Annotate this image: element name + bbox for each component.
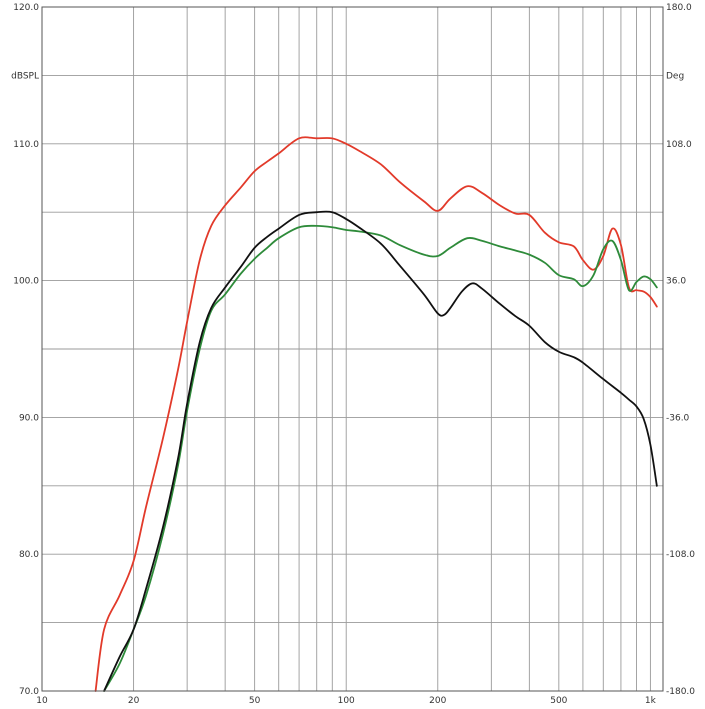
plot-border	[41, 6, 664, 692]
y-tick-label: 110.0	[13, 140, 39, 150]
y-tick-label: 100.0	[13, 277, 39, 287]
y-tick-label: 90.0	[19, 413, 39, 423]
x-tick-label: 50	[249, 696, 261, 706]
y2-tick-label: -108.0	[666, 550, 695, 560]
x-tick-label: 20	[128, 696, 140, 706]
y-axis-unit-label: dBSPL	[11, 71, 39, 81]
series-line-1	[94, 136, 658, 692]
y-tick-label: 70.0	[19, 687, 39, 697]
y-tick-label: 120.0	[13, 3, 39, 13]
x-tick-label: 500	[550, 696, 567, 706]
tick-labels: 70.0 80.0 90.0 100.0 110.0 120.0 -180.0 -108.0 -…	[11, 3, 695, 706]
y2-tick-label: 180.0	[666, 3, 692, 13]
series-line-3	[103, 210, 658, 692]
plot-frame	[41, 6, 664, 692]
y2-tick-label: 36.0	[666, 277, 686, 287]
y-tick-label: 80.0	[19, 550, 39, 560]
x-tick-label: 1k	[645, 696, 657, 706]
y2-axis-unit-label: Deg	[666, 71, 684, 81]
y2-tick-label: 108.0	[666, 140, 692, 150]
y2-tick-label: -180.0	[666, 687, 695, 697]
y2-tick-label: -36.0	[666, 413, 690, 423]
x-tick-label: 200	[429, 696, 446, 706]
x-tick-label: 10	[36, 696, 48, 706]
series-line-2	[103, 224, 658, 692]
series-group	[94, 136, 658, 692]
x-tick-label: 100	[338, 696, 355, 706]
